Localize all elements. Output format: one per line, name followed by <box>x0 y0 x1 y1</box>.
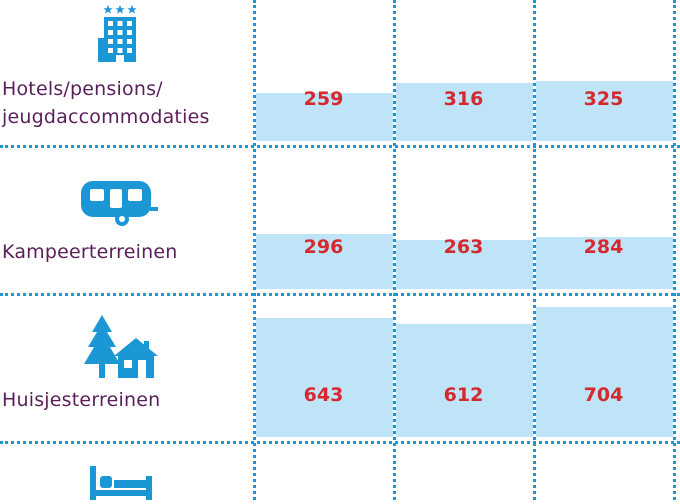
row-divider-3 <box>0 441 680 444</box>
bar-row3-col2 <box>396 324 533 437</box>
value-label-row2-col3: 284 <box>583 236 624 258</box>
caravan-icon <box>80 179 160 231</box>
bar-row3-col1 <box>256 318 393 437</box>
value-label-row1-col3: 325 <box>583 88 624 110</box>
column-divider-4 <box>673 0 676 500</box>
bungalow-park-icon <box>82 314 160 384</box>
row-label-hotels: Hotels/pensions/ jeugdaccommodaties <box>2 75 210 131</box>
bar-row1-col3 <box>536 81 673 141</box>
hotel-icon <box>92 4 148 66</box>
row-label-campsites-line-1: Kampeerterreinen <box>2 241 178 263</box>
column-divider-2 <box>393 0 396 500</box>
value-label-row3-col1: 643 <box>303 384 344 406</box>
row-label-campsites: Kampeerterreinen <box>2 238 177 266</box>
row-label-hotels-line-1: Hotels/pensions/ <box>2 78 163 100</box>
value-label-row2-col1: 296 <box>303 236 344 258</box>
bar-row2-col3 <box>536 237 673 289</box>
row-label-bungalow-parks-line-1: Huisjesterreinen <box>2 389 161 411</box>
row-label-bungalow-parks: Huisjesterreinen <box>2 386 160 414</box>
row-divider-2 <box>0 293 680 296</box>
column-divider-3 <box>533 0 536 500</box>
bar-row1-col1 <box>256 93 393 141</box>
value-label-row1-col1: 259 <box>303 88 344 110</box>
bar-row3-col3 <box>536 307 673 437</box>
row-label-hotels-line-2: jeugdaccommodaties <box>2 106 210 128</box>
bar-row1-col2 <box>396 83 533 141</box>
column-divider-1 <box>253 0 256 500</box>
row-divider-1 <box>0 145 680 148</box>
value-label-row3-col3: 704 <box>583 384 624 406</box>
value-label-row2-col2: 263 <box>443 236 484 258</box>
bar-row2-col1 <box>256 234 393 289</box>
value-label-row3-col2: 612 <box>443 384 484 406</box>
value-label-row1-col2: 316 <box>443 88 484 110</box>
bed-icon <box>90 466 152 504</box>
bar-row2-col2 <box>396 240 533 289</box>
